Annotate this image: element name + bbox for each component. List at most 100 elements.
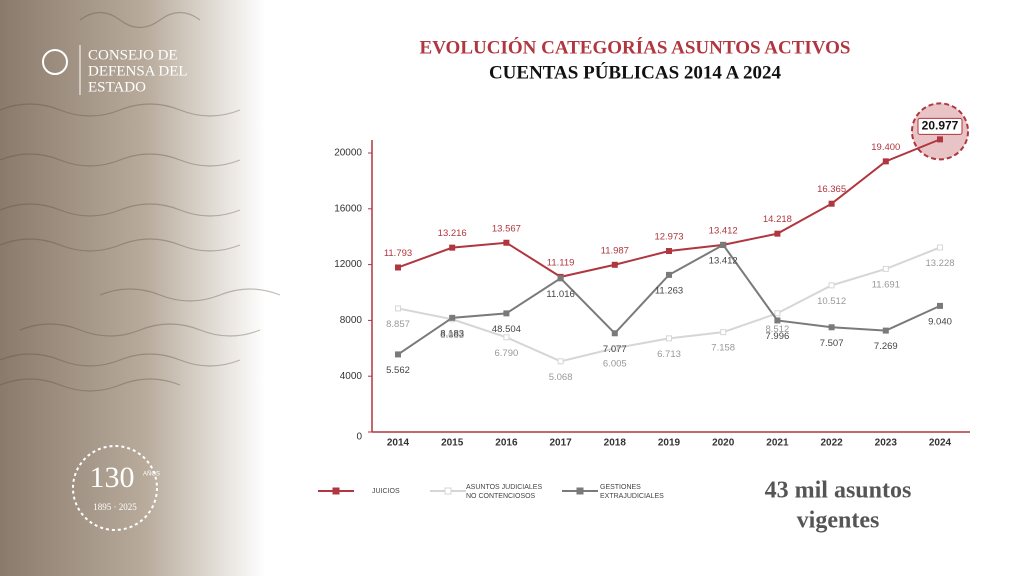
data-label: 12.973	[654, 232, 683, 243]
y-tick-label: 16000	[334, 203, 362, 214]
data-label: 11.793	[384, 248, 412, 259]
y-tick-label: 4000	[340, 371, 363, 382]
series-line	[397, 246, 941, 363]
data-label: 14.218	[763, 214, 792, 225]
data-label: 20.977	[922, 119, 959, 133]
data-label: 8.857	[386, 319, 410, 330]
point	[937, 302, 943, 309]
x-tick-label: 2024	[929, 438, 952, 449]
x-tick-label: 2019	[658, 438, 681, 449]
handwriting	[0, 11, 281, 392]
point	[503, 239, 510, 246]
logo-text: DEFENSA DEL	[88, 63, 188, 79]
point	[395, 264, 401, 271]
point	[611, 261, 618, 268]
y-tick-label: 0	[356, 432, 362, 443]
legend-label: JUICIOS	[372, 488, 400, 495]
x-tick-label: 2014	[387, 438, 410, 449]
point	[449, 314, 456, 321]
x-tick-label: 2015	[441, 438, 464, 449]
legend-marker	[444, 487, 452, 495]
data-label: 19.400	[871, 142, 900, 153]
point	[774, 230, 781, 237]
logo-text: CONSEJO DE	[88, 47, 178, 63]
annotation: 43 mil asuntos	[765, 478, 912, 504]
data-label: 11.987	[601, 245, 629, 256]
data-label: 7.269	[874, 341, 898, 352]
point	[828, 200, 835, 207]
data-label: 7.077	[603, 344, 627, 355]
data-label: 6.713	[657, 349, 681, 360]
data-label: 13.412	[709, 225, 738, 236]
side-panel	[0, 0, 265, 576]
data-label: 13.228	[925, 258, 954, 269]
logo-emblem	[42, 49, 68, 75]
point	[503, 334, 510, 341]
point	[395, 305, 401, 312]
legend-marker	[576, 487, 584, 495]
x-tick-label: 2022	[820, 438, 843, 449]
data-label: 10.512	[817, 296, 846, 307]
point	[395, 351, 401, 358]
data-label: 7.158	[711, 343, 735, 354]
data-label: 6.005	[603, 359, 627, 370]
x-tick-label: 2017	[549, 438, 572, 449]
chart-subtitle: CUENTAS PÚBLICAS 2014 A 2024	[489, 61, 782, 83]
series-line	[397, 138, 941, 278]
point	[828, 282, 835, 289]
data-label: 11.119	[547, 257, 575, 268]
data-label: 7.996	[766, 331, 790, 342]
anniversary-wreath	[72, 445, 158, 531]
y-tick-label: 8000	[340, 315, 363, 326]
point	[557, 275, 564, 282]
annotation: vigentes	[797, 508, 880, 534]
legend-label: GESTIONES EXTRAJUDICIALES	[600, 484, 664, 500]
data-label: 13.567	[492, 223, 521, 234]
data-label: 48.504	[492, 324, 521, 335]
legend-label: ASUNTOS JUDICIALES NO CONTENCIOSOS	[466, 484, 542, 500]
point	[937, 244, 943, 251]
point	[503, 310, 510, 317]
point	[611, 330, 618, 337]
x-tick-label: 2020	[712, 438, 735, 449]
point	[557, 358, 564, 365]
x-tick-label: 2023	[875, 438, 898, 449]
data-label: 9.040	[928, 316, 952, 327]
legend-marker	[332, 487, 340, 495]
point	[720, 241, 727, 248]
point	[882, 327, 889, 334]
data-label: 8.083	[440, 330, 464, 341]
point	[882, 158, 889, 165]
point	[828, 324, 835, 331]
data-label: 8.512	[766, 324, 790, 335]
point	[720, 329, 727, 336]
data-label: 16.365	[817, 184, 846, 195]
anniversary-word: AÑOS	[143, 471, 160, 478]
point	[666, 335, 672, 342]
y-tick-label: 20000	[334, 148, 362, 159]
data-label: 11.263	[655, 285, 683, 296]
point	[937, 136, 943, 143]
x-tick-label: 2018	[604, 438, 627, 449]
x-tick-label: 2021	[766, 438, 789, 449]
point	[774, 317, 781, 324]
chart-title: EVOLUCIÓN CATEGORÍAS ASUNTOS ACTIVOS	[420, 36, 851, 58]
data-label: 8.183	[440, 328, 464, 339]
point	[611, 345, 618, 352]
logo-text: ESTADO	[88, 79, 146, 95]
data-label: 7.507	[820, 338, 844, 349]
data-label: 11.691	[872, 279, 900, 290]
data-label: 5.562	[386, 365, 410, 376]
data-label: 13.216	[438, 228, 467, 239]
anniversary-years: 1895 · 2025	[93, 502, 137, 512]
x-tick-label: 2016	[495, 438, 518, 449]
data-label: 11.016	[546, 289, 574, 300]
point	[774, 310, 781, 317]
anniversary-number: 130	[90, 461, 135, 494]
data-label: 13.412	[709, 255, 738, 266]
point	[666, 271, 672, 278]
y-tick-label: 12000	[334, 259, 362, 270]
point	[882, 265, 889, 272]
